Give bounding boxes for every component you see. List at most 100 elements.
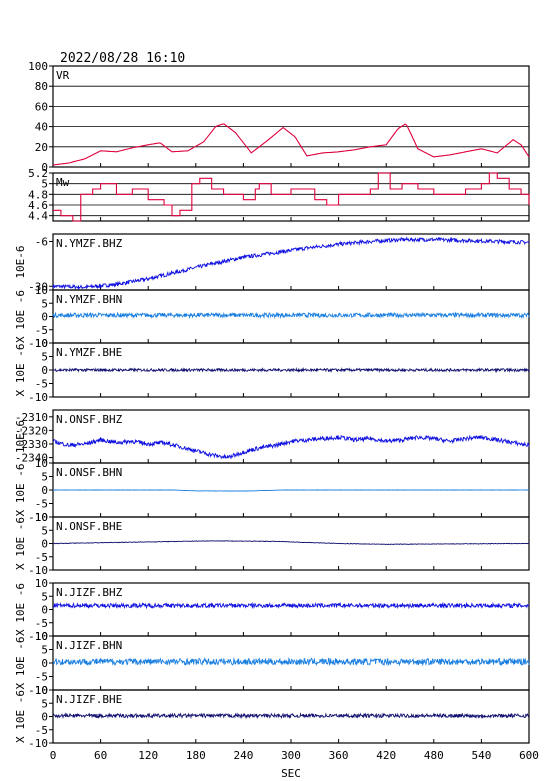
y-tick-label: 10 <box>35 630 48 643</box>
y-tick-label: 4.6 <box>28 199 48 212</box>
x-tick-label: 600 <box>519 749 539 762</box>
y-tick-label: 100 <box>28 60 48 73</box>
y-axis-label: X 10E -6 <box>14 690 27 743</box>
y-tick-label: -5 <box>35 498 48 511</box>
series-line <box>53 489 530 492</box>
y-tick-label: -5 <box>35 724 48 737</box>
series-line <box>53 172 530 222</box>
panel-label: N.YMZF.BHN <box>56 293 122 306</box>
y-tick-label: -5 <box>35 378 48 391</box>
y-tick-label: -2340 <box>15 452 48 465</box>
y-tick-label: 20 <box>35 141 48 154</box>
x-tick-label: 540 <box>471 749 491 762</box>
y-axis-label: X 10E -6 <box>14 637 27 690</box>
y-tick-label: -2330 <box>15 438 48 451</box>
y-tick-label: 0 <box>41 161 48 174</box>
y-tick-label: -30 <box>28 280 48 293</box>
y-tick-label: 60 <box>35 100 48 113</box>
panel-label: N.ONSF.BHZ <box>56 413 123 426</box>
y-tick-label: -10 <box>28 391 48 404</box>
panel-label: N.YMZF.BHZ <box>56 237 123 250</box>
x-tick-label: 180 <box>186 749 206 762</box>
y-tick-label: 0 <box>41 711 48 724</box>
panel-frame <box>52 172 530 222</box>
panel-frame <box>52 233 530 291</box>
y-tick-label: 5 <box>41 590 48 603</box>
y-tick-label: 80 <box>35 80 48 93</box>
panel-label: VR <box>56 69 70 82</box>
y-tick-label: 5.2 <box>28 167 48 180</box>
series-line <box>52 657 530 667</box>
panel-frame <box>52 65 530 168</box>
y-tick-label: 10 <box>35 337 48 350</box>
series-line <box>52 366 530 373</box>
y-tick-label: -5 <box>35 671 48 684</box>
y-tick-label: -10 <box>28 737 48 750</box>
y-tick-label: 10 <box>35 511 48 524</box>
y-tick-label: 10 <box>35 457 48 470</box>
y-tick-label: 0 <box>41 484 48 497</box>
y-tick-label: 10 <box>35 577 48 590</box>
y-tick-label: -10 <box>28 684 48 697</box>
y-tick-label: 0 <box>41 538 48 551</box>
y-tick-label: 0 <box>41 657 48 670</box>
y-tick-label: -10 <box>28 564 48 577</box>
y-tick-label: -5 <box>35 617 48 630</box>
series-line <box>52 601 530 610</box>
panel-label: N.JIZF.BHZ <box>56 586 123 599</box>
panel-label: N.JIZF.BHE <box>56 693 122 706</box>
y-tick-label: -10 <box>28 511 48 524</box>
x-tick-label: 300 <box>281 749 301 762</box>
x-axis-label: SEC <box>281 767 301 780</box>
series-line <box>52 123 530 166</box>
y-tick-label: 0 <box>41 311 48 324</box>
x-tick-label: 240 <box>233 749 253 762</box>
x-tick-label: 420 <box>376 749 396 762</box>
y-tick-label: -5 <box>35 324 48 337</box>
y-tick-label: 5 <box>41 351 48 364</box>
panels-group: 020406080100VR4.44.64.855.2Mw-30-610E-6N… <box>14 60 539 762</box>
y-axis-label: 10E-6 <box>14 245 27 278</box>
y-axis-label: X 10E -6 <box>14 464 27 517</box>
x-tick-label: 360 <box>329 749 349 762</box>
panel-mw: 4.44.64.855.2 Mw <box>28 167 530 223</box>
series-line <box>52 434 530 460</box>
x-tick-label: 0 <box>50 749 57 762</box>
x-tick-label: 120 <box>138 749 158 762</box>
panel-vr: 0 20 40 60 80 100 VR <box>28 60 530 174</box>
y-axis-label: X 10E -6 <box>14 290 27 343</box>
y-axis-label: 10E-6 <box>14 420 27 453</box>
y-tick-label: 10 <box>35 684 48 697</box>
series-line <box>52 712 530 720</box>
panel-label: N.ONSF.BHE <box>56 520 122 533</box>
y-tick-label: 40 <box>35 121 48 134</box>
series-line <box>52 236 530 291</box>
y-tick-label: -2320 <box>15 424 48 437</box>
panel-label: Mw <box>56 176 70 189</box>
y-tick-label: 10 <box>35 284 48 297</box>
y-tick-label: 5 <box>41 178 48 191</box>
y-axis-label: X 10E -6 <box>14 583 27 636</box>
y-tick-label: 5 <box>41 644 48 657</box>
panel-frame <box>52 582 530 637</box>
y-tick-label: 4.8 <box>28 188 48 201</box>
y-axis-label: X 10E -6 <box>14 344 27 397</box>
y-tick-label: -10 <box>28 337 48 350</box>
x-tick-label: 480 <box>424 749 444 762</box>
y-tick-label: 4.4 <box>28 210 48 223</box>
x-tick-label: 60 <box>94 749 107 762</box>
y-tick-label: -2310 <box>15 411 48 424</box>
series-line <box>52 311 530 320</box>
y-tick-label: 0 <box>41 604 48 617</box>
y-tick-label: -10 <box>28 630 48 643</box>
y-tick-label: 5 <box>41 524 48 537</box>
